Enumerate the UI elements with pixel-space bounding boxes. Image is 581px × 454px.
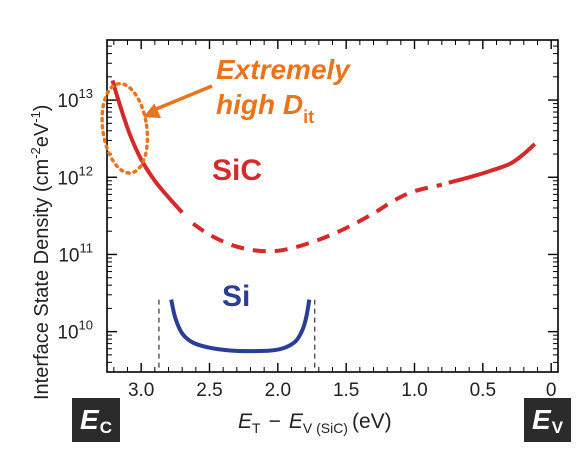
- sic-series-label: SiC: [212, 154, 262, 187]
- sic-curve-dashed: [191, 182, 443, 254]
- y-tick-label: 1010: [57, 318, 93, 344]
- x-tick-label: 3.0: [128, 380, 154, 401]
- annotation-line-2: high Dit: [216, 89, 314, 127]
- ev-corner-label: EV: [524, 398, 572, 442]
- x-tick-label: 0.5: [470, 380, 496, 401]
- sic-curve-solid: [448, 142, 537, 185]
- x-tick-label: 2.0: [265, 380, 291, 401]
- si-curve-solid: [169, 299, 312, 354]
- x-tick-label: 1.0: [401, 380, 427, 401]
- y-axis-label: Interface State Density (cm-2eV-1): [28, 105, 53, 400]
- x-tick-label: 0: [546, 380, 557, 401]
- y-tick-label: 1013: [57, 86, 93, 112]
- x-tick-label: 2.5: [196, 380, 222, 401]
- annotation-arrow-line: [152, 84, 213, 112]
- y-tick-label: 1011: [58, 240, 93, 266]
- high-dit-ellipse: [100, 81, 150, 175]
- annotation-line-1: Extremely: [216, 54, 351, 85]
- x-axis-label: ET − EV (SiC) (eV): [238, 410, 392, 436]
- x-tick-label: 1.5: [333, 380, 359, 401]
- si-series-label: Si: [222, 280, 250, 313]
- annotation-arrow-head: [143, 103, 162, 118]
- sic-curve-solid: [110, 79, 184, 214]
- y-tick-label: 1012: [57, 163, 93, 189]
- ec-corner-label: EC: [72, 398, 120, 442]
